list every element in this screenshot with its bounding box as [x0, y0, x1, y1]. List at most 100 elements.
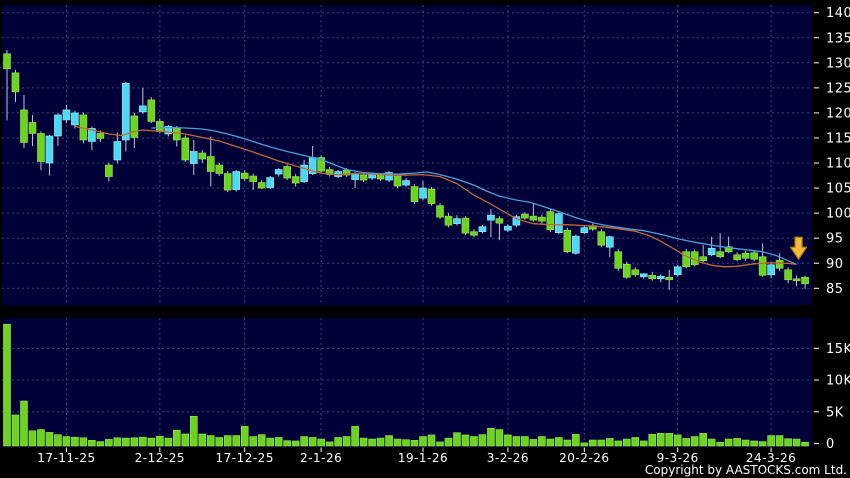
price-axis-label: 125 — [826, 81, 850, 96]
price-axis-label: 110 — [826, 157, 850, 172]
candle-down — [622, 263, 631, 278]
volume-bar — [291, 440, 300, 447]
price-axis-label: 85 — [826, 282, 844, 297]
candle-up — [71, 112, 79, 126]
volume-bar — [555, 437, 563, 447]
candle-down — [257, 182, 266, 189]
volume-bar — [605, 438, 614, 447]
candle-down — [724, 246, 733, 253]
candle-down — [741, 252, 750, 259]
candle-down — [325, 169, 334, 175]
volume-bar — [385, 435, 393, 447]
candle-down — [410, 186, 419, 202]
volume-bar — [521, 436, 529, 447]
volume-bar — [733, 438, 741, 447]
candle-up — [402, 180, 410, 186]
price-pane — [2, 5, 812, 305]
candle-down — [11, 72, 20, 93]
price-axis-label: 90 — [826, 257, 844, 272]
volume-bar — [419, 436, 427, 447]
candle-up — [45, 135, 54, 164]
candle-down — [614, 251, 623, 269]
candle-up — [385, 172, 393, 181]
volume-bar — [775, 435, 784, 447]
volume-bar — [156, 435, 164, 447]
volume-bar — [512, 436, 521, 447]
candle-up — [232, 171, 241, 190]
candle-up — [707, 247, 716, 256]
volume-bar — [402, 439, 410, 447]
candle-down — [597, 231, 606, 246]
volume-bar — [317, 438, 325, 447]
volume-bar — [257, 434, 266, 447]
candle-down — [3, 53, 11, 70]
candle-down — [147, 99, 156, 122]
candle-up — [88, 128, 96, 142]
candle-up — [189, 151, 198, 164]
candle-down — [665, 276, 674, 281]
candle-down — [206, 156, 215, 172]
date-label: 3-2-26 — [487, 451, 529, 465]
volume-bar — [325, 441, 334, 447]
candle-down — [105, 164, 113, 177]
candle-down — [37, 133, 45, 162]
candle-down — [538, 216, 546, 222]
volume-bar — [436, 441, 444, 447]
candle-up — [673, 266, 682, 276]
candle-up — [274, 169, 283, 175]
volume-bar — [45, 432, 54, 447]
candle-up — [62, 109, 71, 121]
volume-bar — [767, 435, 775, 447]
volume-bar — [410, 440, 419, 447]
candle-up — [122, 83, 130, 141]
volume-bar — [198, 433, 207, 447]
volume-bar — [232, 435, 241, 447]
volume-bar — [699, 433, 707, 447]
volume-bar — [96, 441, 105, 447]
volume-bar — [724, 438, 733, 447]
candle-up — [453, 218, 461, 224]
volume-bar — [28, 430, 37, 447]
candle-down — [648, 274, 657, 280]
volume-bar — [393, 438, 402, 447]
volume-bar — [741, 439, 750, 447]
volume-bar — [538, 436, 546, 447]
candle-down — [215, 164, 224, 174]
candle-down — [198, 152, 207, 160]
candle-down — [291, 176, 300, 184]
volume-bar — [444, 437, 453, 447]
date-label: 24-3-26 — [746, 451, 796, 465]
volume-bar — [122, 437, 130, 447]
volume-bar — [597, 439, 606, 447]
candle-down — [96, 133, 105, 139]
volume-bar — [716, 441, 724, 447]
candle-down — [156, 121, 164, 132]
volume-bar — [342, 436, 351, 447]
volume-bar — [665, 433, 674, 447]
candle-down — [223, 173, 232, 191]
volume-bar — [308, 437, 317, 447]
volume-axis-label: 5K — [826, 405, 844, 420]
volume-bar — [631, 437, 640, 447]
candle-down — [20, 109, 28, 143]
down-arrow-annotation — [789, 236, 808, 260]
volume-bar — [54, 434, 62, 447]
volume-bar — [580, 442, 589, 447]
volume-bar — [368, 438, 376, 447]
volume-bar — [707, 438, 716, 447]
candle-down — [775, 259, 784, 269]
volume-bar — [181, 433, 190, 447]
price-axis-label: 100 — [826, 207, 850, 222]
volume-bar — [792, 438, 801, 447]
volume-bar — [11, 414, 20, 447]
candle-down — [427, 188, 436, 204]
date-label: 9-3-26 — [657, 451, 699, 465]
volume-bar — [71, 436, 79, 447]
date-label: 2-1-26 — [300, 451, 342, 465]
volume-bar — [589, 439, 597, 447]
volume-bar — [37, 429, 45, 447]
candle-down — [28, 122, 37, 134]
candle-down — [359, 174, 368, 181]
date-label: 20-2-26 — [559, 451, 609, 465]
